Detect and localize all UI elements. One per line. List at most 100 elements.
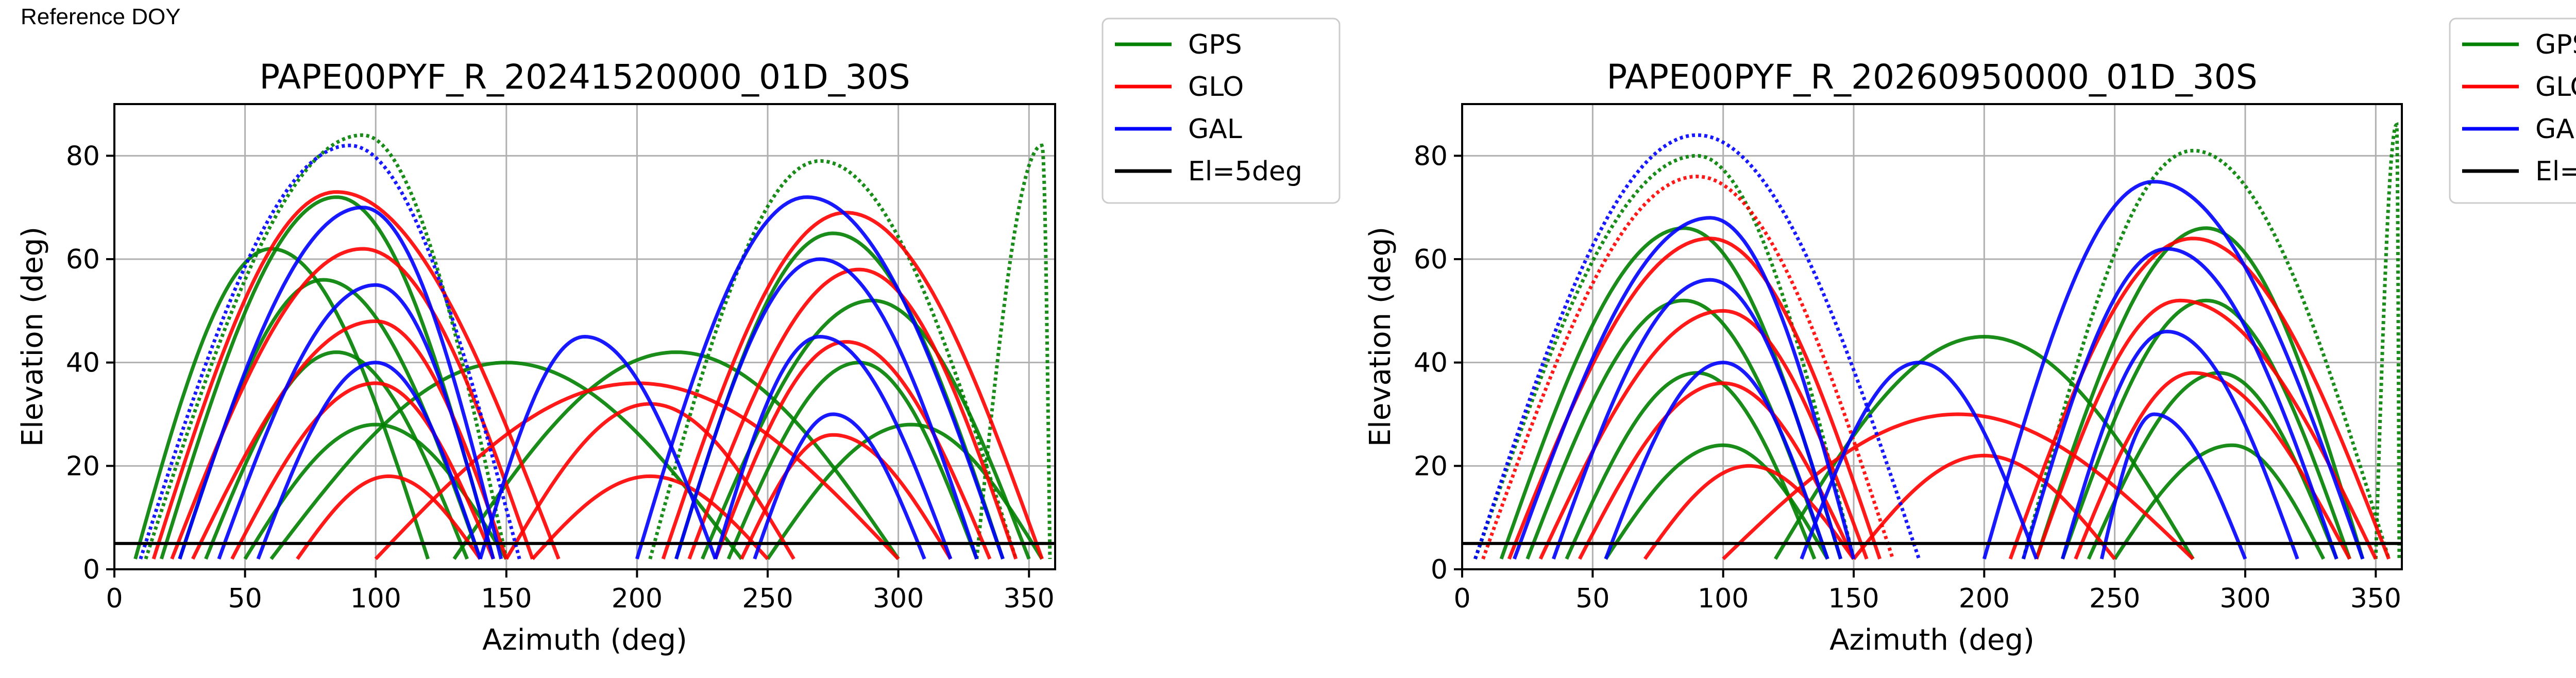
legend-label-el-5deg: El=5deg	[1188, 156, 1302, 187]
track-gal-8	[1800, 361, 2038, 560]
track-gal-8	[478, 334, 717, 560]
track-gps-7	[648, 159, 1018, 560]
track-glo-3	[1578, 381, 1856, 560]
track-glo-10	[740, 433, 953, 560]
x-tick-label: 100	[1698, 583, 1749, 614]
track-gps-6	[2035, 226, 2365, 560]
chart-right: 0 50 100 150 200 250 300 350 0 20 40 60 80 PAPE00PYF_…	[1364, 18, 2576, 657]
track-gal-6	[2060, 329, 2299, 560]
axes-frame	[113, 103, 1056, 570]
track-gal-1	[178, 206, 503, 560]
legend-label-glo: GLO	[2535, 72, 2576, 103]
track-glo-3	[230, 381, 495, 560]
plot-area	[1473, 122, 2401, 561]
x-tick-label: 250	[2089, 583, 2140, 614]
x-tick-label: 150	[481, 583, 532, 614]
legend: GPS GLO GAL El=5deg	[1101, 18, 1341, 204]
legend-label-gal: GAL	[2535, 114, 2576, 145]
y-tick-label: 80	[66, 141, 100, 172]
y-axis-label: Elevation (deg)	[1364, 227, 1397, 447]
legend-label-glo: GLO	[1188, 72, 1244, 103]
legend: GPS GLO GAL El=5deg	[2449, 18, 2576, 204]
x-axis-label: Azimuth (deg)	[1829, 623, 2035, 657]
y-tick-label: 0	[83, 554, 100, 585]
x-axis-label: Azimuth (deg)	[482, 623, 687, 657]
x-tick-label: 200	[1959, 583, 2010, 614]
x-tick-label: 300	[2219, 583, 2270, 614]
track-gps-6	[269, 361, 743, 561]
track-gps-13	[975, 143, 1052, 560]
y-tick-label: 80	[1414, 141, 1448, 172]
track-gps-11	[766, 422, 1044, 560]
y-tick-label: 20	[66, 451, 100, 482]
track-gal-2	[1552, 278, 1843, 560]
legend-label-gps: GPS	[1188, 29, 1242, 60]
track-glo-8	[687, 267, 1018, 560]
y-tick-label: 40	[1414, 348, 1448, 379]
x-tick-label: 150	[1828, 583, 1879, 614]
x-tick-label: 250	[742, 583, 793, 614]
track-gal-5	[674, 257, 979, 560]
y-tick-label: 60	[1414, 244, 1448, 275]
track-glo-8	[2074, 371, 2351, 560]
x-tick-label: 200	[612, 583, 663, 614]
legend-box	[2449, 18, 2576, 204]
track-gal-7	[753, 412, 926, 560]
track-gps-9	[2113, 443, 2326, 560]
reference-doy-label: Reference DOY	[21, 4, 181, 29]
track-gal-3	[256, 361, 482, 560]
track-gal-6	[714, 334, 953, 560]
track-gal-1	[1513, 216, 1856, 560]
legend-label-gal: GAL	[1188, 114, 1242, 145]
chart-left: 0 50 100 150 200 250 300 350 0 20 40 60 80 PAPE00PYF_…	[16, 18, 1341, 657]
track-glo-9	[714, 340, 992, 560]
chart-title: PAPE00PYF_R_20241520000_01D_30S	[259, 57, 910, 97]
track-glo-0	[151, 190, 561, 560]
axes-frame	[1461, 103, 2403, 570]
x-tick-label: 100	[350, 583, 401, 614]
track-glo-5	[374, 381, 900, 561]
y-tick-label: 60	[66, 244, 100, 275]
chart-title: PAPE00PYF_R_20260950000_01D_30S	[1606, 57, 2257, 97]
track-gps-8	[674, 231, 1005, 560]
x-tick-label: 0	[106, 583, 123, 614]
track-gal-0	[139, 143, 521, 560]
y-tick-label: 0	[1431, 554, 1448, 585]
track-gal-0	[1473, 133, 1921, 560]
track-glo-4	[296, 474, 482, 560]
track-gps-3	[1565, 371, 1817, 560]
track-gps-4	[1604, 443, 1829, 560]
track-gal-4	[635, 195, 1005, 560]
track-gal-7	[2099, 412, 2247, 560]
track-gps-2	[1526, 298, 1829, 560]
x-tick-label: 300	[873, 583, 924, 614]
track-gal-5	[2021, 247, 2338, 560]
x-tick-label: 350	[2350, 583, 2401, 614]
x-tick-label: 350	[1004, 583, 1055, 614]
track-gps-3	[204, 350, 469, 560]
legend-label-gps: GPS	[2535, 29, 2576, 60]
track-gps-5	[133, 247, 430, 560]
track-gps-11	[2374, 122, 2401, 560]
track-gps-12	[452, 350, 900, 560]
track-gps-10	[726, 361, 979, 560]
track-gps-1	[159, 195, 495, 560]
legend-label-el-5deg: El=5deg	[2535, 156, 2576, 187]
x-tick-label: 50	[228, 583, 262, 614]
plot-area	[133, 133, 1052, 561]
x-tick-label: 0	[1453, 583, 1470, 614]
y-tick-label: 20	[1414, 451, 1448, 482]
track-gal-4	[1982, 180, 2365, 560]
track-glo-7	[661, 211, 1044, 560]
track-gal-2	[217, 283, 495, 560]
track-glo-9	[1852, 453, 2116, 561]
track-gal-3	[1604, 361, 1829, 560]
track-gps-0	[1473, 154, 1856, 560]
track-glo-7	[2035, 298, 2378, 560]
legend-box	[1101, 18, 1341, 204]
track-gps-5	[2021, 148, 2391, 560]
x-tick-label: 50	[1575, 583, 1609, 614]
y-tick-label: 40	[66, 348, 100, 379]
y-axis-label: Elevation (deg)	[16, 227, 49, 447]
